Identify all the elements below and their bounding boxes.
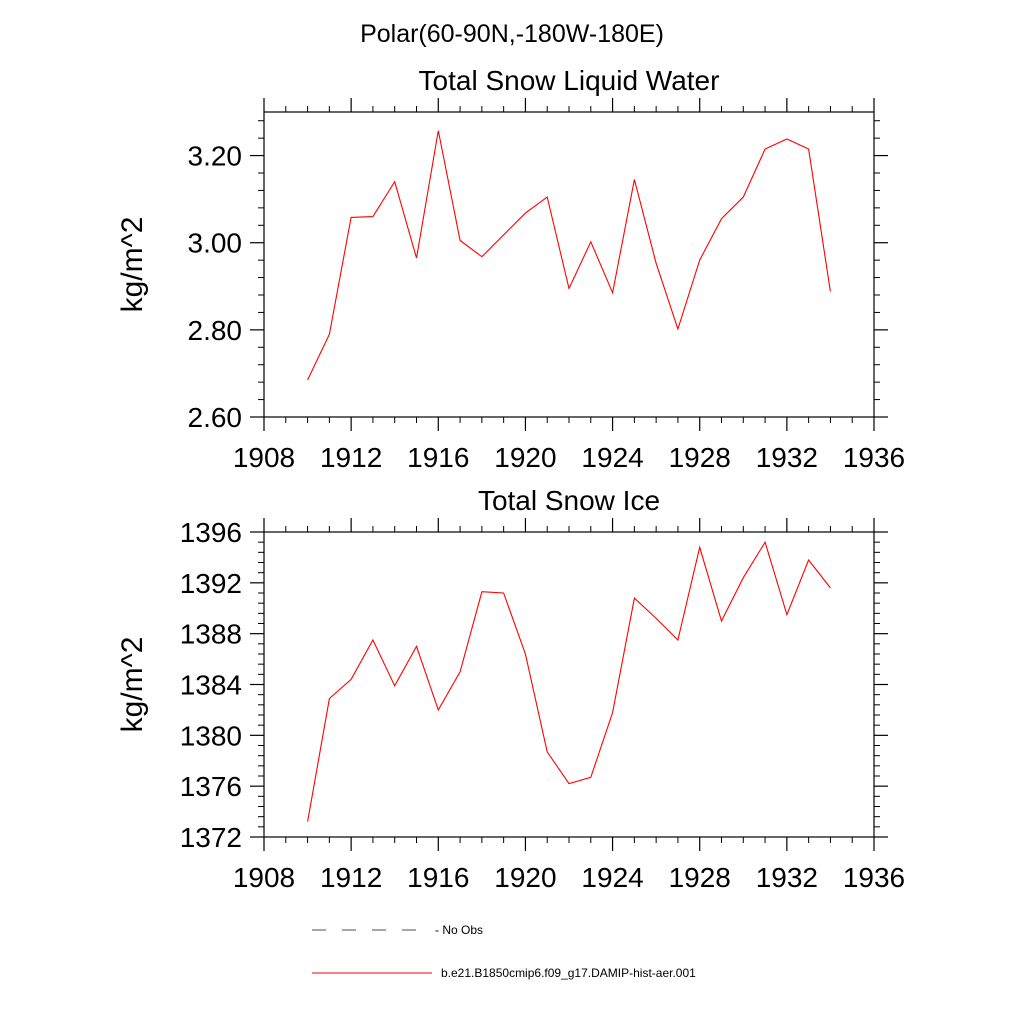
x-tick-label: 1932 [756, 442, 818, 473]
panel-snow-ice: Total Snow Ice 1908 1912 1916 1920 1924 1928 19… [116, 485, 905, 893]
legend: - No Obs b.e21.B1850cmip6.f09_g17.DAMIP-h… [312, 923, 696, 980]
y-axis-label: kg/m^2 [116, 637, 149, 733]
y-tick-label: 1384 [180, 670, 242, 701]
plot-frame [263, 111, 875, 418]
y-tick-label: 1388 [180, 619, 242, 650]
x-tick-label: 1920 [494, 442, 556, 473]
panel-title: Total Snow Ice [478, 485, 660, 516]
y-tick-label: 1380 [180, 720, 242, 751]
x-tick-label: 1936 [843, 862, 905, 893]
plot-frame [263, 531, 875, 838]
y-tick-label: 1396 [180, 517, 242, 548]
y-tick-label: 1372 [180, 822, 242, 853]
legend-label: - No Obs [435, 923, 483, 937]
x-tick-label: 1924 [581, 442, 643, 473]
panel-title: Total Snow Liquid Water [419, 65, 720, 96]
y-tick-label: 1392 [180, 568, 242, 599]
x-tick-label: 1916 [407, 862, 469, 893]
y-axis-label: kg/m^2 [116, 217, 149, 313]
x-tick-label: 1916 [407, 442, 469, 473]
y-tick-label: 3.20 [188, 141, 243, 172]
y-tick-label: 1376 [180, 771, 242, 802]
x-tick-label: 1936 [843, 442, 905, 473]
y-tick-label: 3.00 [188, 228, 243, 259]
series-line [307, 130, 831, 381]
x-tick-label: 1908 [233, 862, 295, 893]
figure-suptitle: Polar(60-90N,-180W-180E) [360, 20, 664, 48]
x-tick-label: 1928 [669, 862, 731, 893]
x-tick-label: 1912 [320, 442, 382, 473]
panel-snow-liquid-water: Total Snow Liquid Water 1908 1912 1916 1920 1… [116, 65, 905, 473]
x-tick-label: 1932 [756, 862, 818, 893]
series-line [307, 540, 831, 822]
x-tick-label: 1912 [320, 862, 382, 893]
y-tick-label: 2.60 [188, 402, 243, 433]
x-tick-label: 1924 [581, 862, 643, 893]
y-tick-label: 2.80 [188, 315, 243, 346]
legend-label: b.e21.B1850cmip6.f09_g17.DAMIP-hist-aer.… [441, 966, 696, 980]
x-tick-label: 1928 [669, 442, 731, 473]
x-tick-label: 1908 [233, 442, 295, 473]
x-tick-label: 1920 [494, 862, 556, 893]
